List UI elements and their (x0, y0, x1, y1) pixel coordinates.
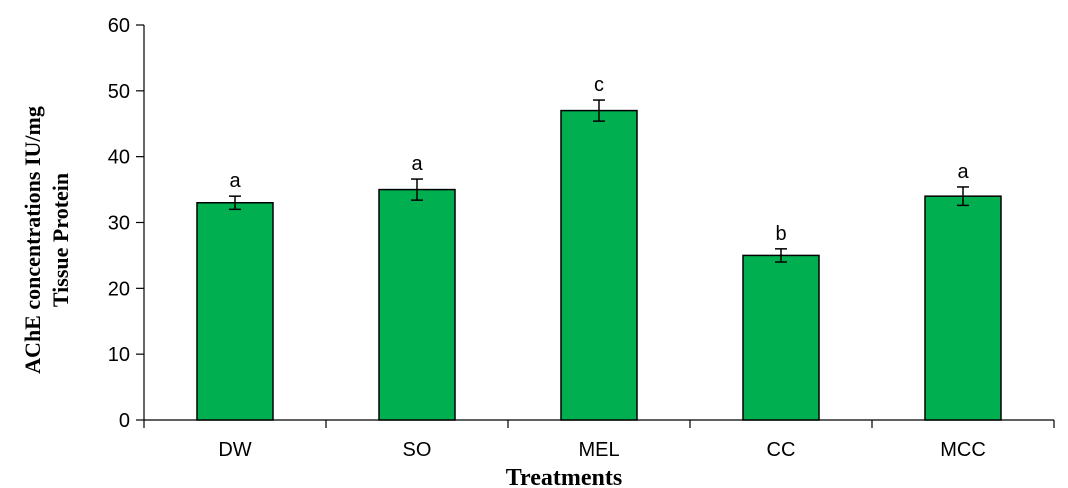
y-tick-label: 0 (119, 410, 130, 432)
significance-label: c (594, 74, 604, 96)
y-axis-title-line-1: AChE concentrations IU/mg (20, 106, 45, 374)
error-bars (229, 99, 969, 263)
bar-mel (560, 109, 638, 421)
significance-labels: a a c b a (229, 74, 969, 245)
category-label-mel: MEL (578, 439, 619, 461)
y-axis: 0 10 20 30 40 50 60 (108, 15, 145, 432)
bar-mcc (924, 195, 1002, 421)
y-axis-title-line-2: Tissue Protein (48, 173, 73, 307)
x-axis (143, 419, 1055, 428)
significance-label: a (229, 170, 241, 192)
y-tick-label: 10 (108, 344, 130, 366)
category-label-cc: CC (767, 439, 796, 461)
y-tick-label: 60 (108, 15, 130, 37)
significance-label: b (775, 223, 786, 245)
x-axis-title: Treatments (506, 465, 622, 488)
y-tick-label: 50 (108, 81, 130, 103)
y-tick-label: 20 (108, 278, 130, 300)
bars (196, 109, 1002, 421)
bar-so (378, 188, 456, 421)
bar-dw (196, 202, 274, 421)
bar-cc (742, 254, 820, 421)
category-label-so: SO (403, 439, 432, 461)
y-tick-label: 40 (108, 147, 130, 169)
significance-label: a (957, 161, 969, 183)
significance-label: a (411, 153, 423, 175)
y-axis-title: AChE concentrations IU/mg Tissue Protein (20, 106, 73, 374)
category-labels: DW SO MEL CC MCC (218, 439, 985, 461)
category-label-dw: DW (218, 439, 251, 461)
y-tick-label: 30 (108, 213, 130, 235)
category-label-mcc: MCC (940, 439, 986, 461)
